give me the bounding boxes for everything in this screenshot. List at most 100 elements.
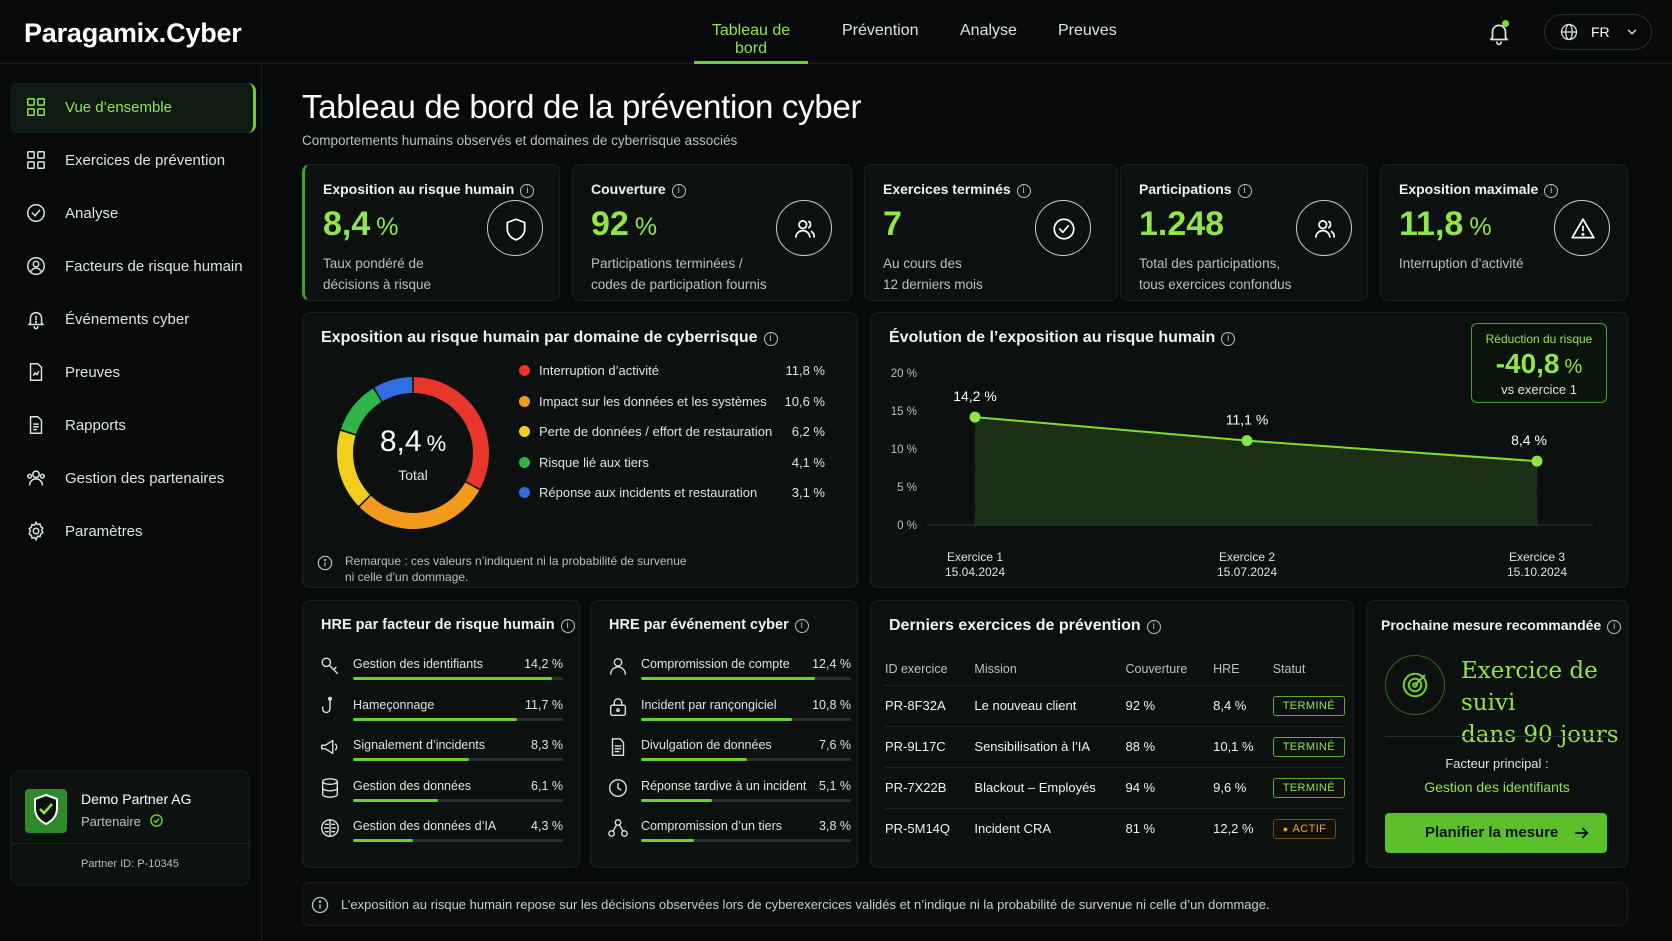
bar-row: Gestion des données 6,1 %: [315, 775, 563, 813]
user-circle-icon: [25, 255, 47, 277]
grid-icon: [25, 96, 47, 118]
x-tick-label: Exercice 2: [1219, 550, 1275, 564]
donut-center-label: Total: [398, 467, 428, 483]
app-logo[interactable]: Paragamix.Cyber: [24, 18, 242, 48]
sidebar-item-analyse[interactable]: Analyse: [10, 189, 256, 239]
bar-label: Signalement d’incidents: [353, 738, 486, 752]
legend-label: Impact sur les données et les systèmes: [539, 393, 767, 409]
plan-measure-button[interactable]: Planifier la mesure: [1385, 813, 1607, 853]
sidebar-item-rapports[interactable]: Rapports: [10, 401, 256, 451]
table-row[interactable]: PR-7X22B Blackout – Employés 94 % 9,6 % TERM…: [885, 766, 1345, 808]
sidebar-item-preuves[interactable]: Preuves: [10, 348, 256, 398]
sidebar-item-parametres[interactable]: Paramètres: [10, 507, 256, 557]
panel-title: Exposition au risque humain par domaine …: [321, 329, 758, 346]
sidebar-item-label: Paramètres: [65, 523, 143, 540]
partner-role: Partenaire: [81, 814, 141, 829]
table-row[interactable]: PR-8F32A Le nouveau client 92 % 8,4 % TERMIN…: [885, 684, 1345, 726]
users-icon: [776, 200, 832, 256]
kpi-card-exposition-maximale[interactable]: Exposition maximale i 11,8% Interruption …: [1380, 164, 1628, 301]
sidebar-item-partenaires[interactable]: Gestion des partenaires: [10, 454, 256, 504]
area-fill: [975, 417, 1537, 525]
kpi-card-participations[interactable]: Participations i 1.248 Total des particip…: [1120, 164, 1368, 301]
info-icon[interactable]: i: [763, 332, 778, 346]
info-icon[interactable]: i: [1237, 184, 1252, 198]
bar-track: [353, 839, 563, 842]
cell-id: PR-8F32A: [885, 684, 975, 726]
kpi-label: Exposition au risque humain: [323, 181, 515, 197]
language-selector[interactable]: FR: [1544, 14, 1652, 50]
sidebar-item-facteurs[interactable]: Facteurs de risque humain: [10, 242, 256, 292]
document-icon: [25, 414, 47, 436]
donut-note: ni celle d’un dommage.: [345, 570, 469, 584]
divider: [1385, 736, 1611, 737]
kpi-card-exercices[interactable]: Exercices terminés i 7 Au cours des 12 der…: [864, 164, 1118, 301]
cell-mission: Blackout – Employés: [974, 766, 1126, 808]
info-icon[interactable]: i: [1146, 620, 1161, 634]
kpi-card-exposition[interactable]: Exposition au risque humain i 8,4% Taux p…: [302, 164, 560, 301]
exercises-table: ID exercice Mission Couverture HRE Statu…: [885, 653, 1345, 849]
info-icon[interactable]: i: [794, 619, 809, 633]
info-icon[interactable]: i: [560, 619, 575, 633]
tab-tableau-de-bord[interactable]: Tableau de bord: [694, 22, 808, 64]
legend-item: Impact sur les données et les systèmes 10…: [515, 392, 825, 412]
bar-label: Compromission d’un tiers: [641, 819, 783, 833]
bar-fill: [353, 717, 517, 721]
notification-bell-icon[interactable]: [1486, 20, 1512, 46]
donut-note: Remarque : ces valeurs n’indiquent ni la…: [345, 554, 687, 568]
cell-hre: 10,1 %: [1213, 725, 1273, 767]
info-icon[interactable]: i: [1221, 332, 1236, 346]
info-icon[interactable]: [317, 555, 333, 571]
sidebar-item-label: Événements cyber: [65, 311, 190, 328]
partner-card[interactable]: Demo Partner AG Partenaire Partner ID: P…: [10, 770, 250, 886]
data-point[interactable]: [969, 411, 981, 423]
donut-slice[interactable]: [374, 377, 413, 402]
sidebar-item-label: Preuves: [65, 364, 121, 381]
grid-icon: [25, 149, 47, 171]
data-point[interactable]: [1241, 435, 1253, 447]
info-icon[interactable]: i: [1016, 184, 1031, 198]
status-badge: TERMINÉ: [1272, 736, 1345, 757]
column-header: HRE: [1213, 661, 1240, 676]
info-icon[interactable]: i: [671, 184, 686, 198]
gauge-icon: [25, 202, 47, 224]
tab-preuves[interactable]: Preuves: [1058, 22, 1117, 39]
sidebar-item-exercices[interactable]: Exercices de prévention: [10, 136, 256, 186]
sidebar-item-evenements[interactable]: Événements cyber: [10, 295, 256, 345]
notification-dot: [1502, 20, 1509, 27]
document-chart-icon: [25, 361, 47, 383]
kpi-card-couverture[interactable]: Couverture i 92% Participations terminées…: [572, 164, 852, 301]
bar-track: [641, 839, 851, 842]
info-icon[interactable]: [311, 896, 329, 914]
cell-mission: Sensibilisation à l’IA: [974, 725, 1126, 767]
donut-slice[interactable]: [340, 388, 382, 435]
donut-slice[interactable]: [359, 482, 480, 529]
tab-prevention[interactable]: Prévention: [842, 22, 919, 39]
donut-slice[interactable]: [337, 430, 370, 506]
cell-coverage: 81 %: [1125, 807, 1214, 849]
legend-swatch: [519, 395, 530, 407]
database-icon: [319, 777, 341, 799]
bar-track: [641, 717, 851, 721]
info-icon[interactable]: i: [520, 184, 535, 198]
network-icon: [607, 817, 629, 839]
sidebar-item-label: Analyse: [65, 205, 119, 222]
y-tick-label: 15 %: [891, 406, 917, 418]
bar-fill: [353, 839, 414, 842]
ai-brain-icon: [319, 817, 341, 839]
sidebar-item-label: Gestion des partenaires: [65, 470, 225, 487]
factor-value: Gestion des identifiants: [1424, 779, 1570, 795]
users-icon: [25, 467, 47, 489]
table-row[interactable]: PR-9L17C Sensibilisation à l’IA 88 % 10,1 %…: [885, 725, 1345, 767]
data-label: 8,4 %: [1511, 432, 1547, 448]
info-icon[interactable]: i: [1544, 184, 1559, 198]
bar-value: 3,8 %: [819, 819, 851, 833]
bar-track: [353, 798, 563, 802]
info-icon[interactable]: i: [1607, 620, 1622, 634]
recommendation-headline: dans 90 jours: [1461, 722, 1619, 748]
sidebar-item-vue-ensemble[interactable]: Vue d’ensemble: [10, 83, 256, 133]
donut-slice[interactable]: [413, 377, 489, 489]
data-point[interactable]: [1531, 455, 1543, 467]
legend-item: Perte de données / effort de restauratio…: [515, 422, 825, 442]
tab-analyse[interactable]: Analyse: [960, 22, 1017, 39]
